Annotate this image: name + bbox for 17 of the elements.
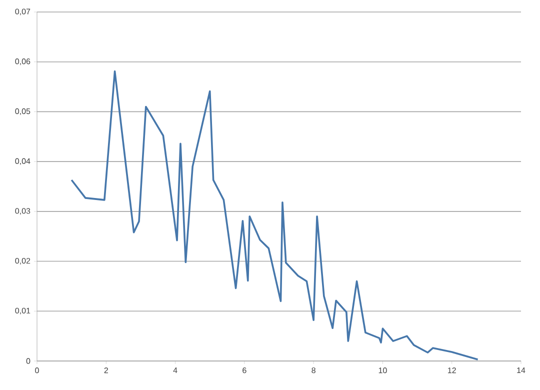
y-tick-label: 0,03 — [15, 208, 30, 215]
y-tick-label: 0,02 — [15, 258, 30, 265]
y-tick-label: 0,07 — [15, 8, 30, 16]
y-tick-label: 0,01 — [15, 308, 30, 314]
y-tick-label: 0,05 — [15, 108, 30, 116]
x-tick-label: 2 — [104, 368, 108, 374]
y-tick-label: 0 — [26, 358, 30, 364]
x-tick-label: 8 — [312, 368, 316, 374]
y-tick-label: 0,04 — [15, 158, 30, 165]
x-tick-label: 10 — [378, 368, 387, 374]
y-tick-label: 0,06 — [15, 58, 30, 66]
x-tick-label: 4 — [173, 368, 178, 374]
x-tick-label: 14 — [517, 368, 526, 374]
x-tick-label: 6 — [242, 368, 246, 374]
x-tick-label: 12 — [448, 368, 456, 374]
x-tick-label: 0 — [35, 368, 39, 374]
line-series — [70, 70, 479, 360]
